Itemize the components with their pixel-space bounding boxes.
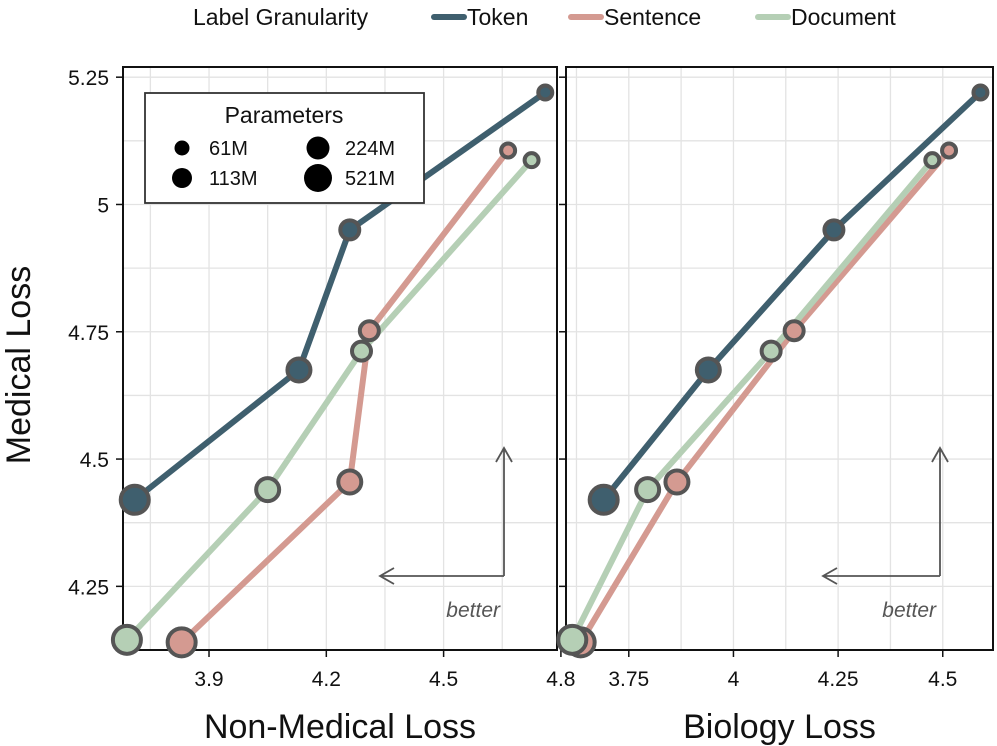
series-line-document [123,157,535,643]
x-axis-title: Biology Loss [683,708,876,746]
legend-title: Label Granularity [193,4,369,30]
x-tick-label: 4.8 [546,668,575,691]
panel-frame [565,66,994,651]
granularity-legend: Label Granularity Token Sentence Document [193,4,896,30]
data-point-token [971,83,990,102]
x-axis-title: Non-Medical Loss [204,708,476,746]
data-point-document [522,151,541,170]
panel-biology: 3.75 4 4.25 4.5 Biology Loss better [556,66,994,746]
data-point-document [110,623,143,656]
series-line-token [600,89,984,503]
panel-frame [122,66,558,651]
data-point-token [822,218,846,242]
y-tick-label: 5.25 [68,67,109,90]
data-point-document [350,339,374,363]
data-point-sentence [499,141,518,160]
y-tick-label: 4.75 [68,322,109,345]
size-legend-marker [174,140,190,156]
data-point-sentence [782,319,806,343]
series-line-token [131,89,549,503]
series-line-sentence [577,147,953,646]
data-point-token [338,218,362,242]
data-point-document [254,476,282,504]
data-point-sentence [940,141,959,160]
data-point-document [759,339,783,363]
data-point-document [634,476,662,504]
data-point-token [118,483,151,516]
x-tick-label: 3.75 [608,668,649,691]
data-point-token [694,356,722,384]
x-tick-label: 4.5 [928,668,957,691]
data-point-sentence [336,468,364,496]
series-line-document [569,157,936,643]
data-point-sentence [357,319,381,343]
better-label: better [446,599,501,622]
size-legend-marker [306,136,330,160]
better-arrow [378,446,513,585]
data-point-sentence [165,626,198,659]
x-tick-label: 4.25 [818,668,859,691]
size-legend-title: Parameters [225,102,344,128]
x-tick-label: 4 [728,668,740,691]
data-point-token [285,356,313,384]
legend-label-document: Document [791,4,896,30]
x-tick-label: 4.5 [429,668,458,691]
x-tick-label: 3.9 [194,668,223,691]
legend-label-token: Token [467,4,528,30]
data-point-token [587,483,620,516]
data-point-document [556,623,589,656]
legend-label-sentence: Sentence [604,4,701,30]
better-label: better [882,599,937,622]
size-legend-label: 61M [209,138,248,160]
size-legend-marker [172,168,192,188]
x-tick-label: 4.2 [312,668,341,691]
y-tick-label: 4.5 [80,449,109,472]
series-line-sentence [178,147,512,646]
y-axis-title: Medical Loss [0,266,38,464]
y-tick-label: 4.25 [68,576,109,599]
data-point-token [536,83,555,102]
data-point-sentence [663,468,691,496]
size-legend-label: 113M [209,168,258,190]
size-legend-box [144,92,425,204]
data-point-document [923,151,942,170]
size-legend-label: 224M [345,138,395,160]
size-legend-marker [304,164,332,192]
y-tick-label: 5 [97,194,109,217]
size-legend: Parameters 61M 113M 224M 521M [144,92,425,204]
better-arrow [821,446,949,585]
size-legend-label: 521M [345,168,395,190]
